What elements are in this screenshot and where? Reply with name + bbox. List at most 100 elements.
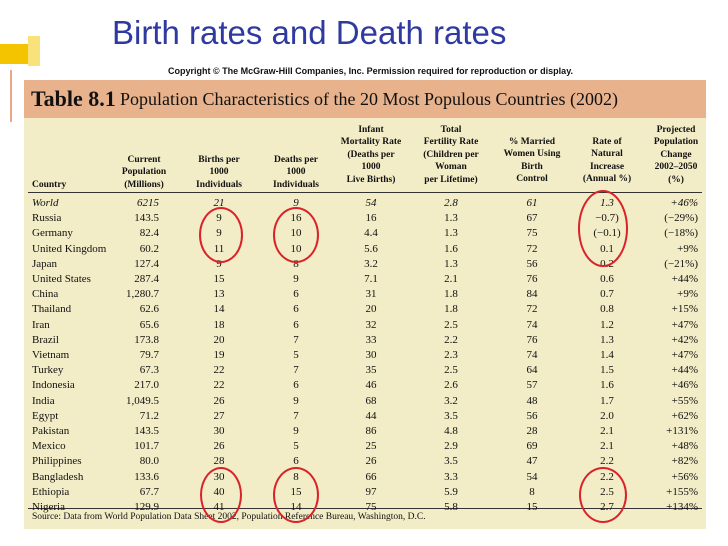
cell-infant-mortality: 54 <box>365 197 377 209</box>
population-table: Table 8.1 Population Characteristics of … <box>24 80 706 529</box>
cell-birth-control: 57 <box>526 379 538 392</box>
cell-country: Nigeria <box>32 501 65 513</box>
cell-infant-mortality: 3.2 <box>364 257 378 270</box>
highlight-ring-increase-low <box>578 190 628 267</box>
cell-infant-mortality: 66 <box>365 470 377 483</box>
cell-births: 22 <box>213 364 225 377</box>
cell-population: 217.0 <box>134 379 159 392</box>
cell-deaths: 9 <box>293 394 299 407</box>
cell-projected-change: +15% <box>671 303 698 316</box>
cell-birth-control: 75 <box>526 227 538 240</box>
cell-country: United States <box>32 273 91 285</box>
cell-country: India <box>32 394 55 407</box>
cell-birth-control: 54 <box>526 470 538 483</box>
cell-births: 9 <box>216 257 222 270</box>
cell-infant-mortality: 97 <box>365 485 377 498</box>
cell-fertility: 3.2 <box>444 394 458 407</box>
cell-birth-control: 69 <box>526 440 538 453</box>
cell-natural-increase: 1.2 <box>600 318 614 331</box>
column-header-country: Country <box>32 180 67 190</box>
cell-natural-increase: 2.2 <box>600 455 614 468</box>
cell-natural-increase: 1.5 <box>600 364 614 377</box>
cell-fertility: 2.5 <box>444 364 458 377</box>
cell-country: Indonesia <box>32 379 75 392</box>
cell-population: 143.5 <box>134 212 159 225</box>
table-number: Table 8.1 <box>31 86 116 111</box>
cell-fertility: 2.3 <box>444 349 458 361</box>
cell-infant-mortality: 75 <box>365 501 377 513</box>
header-divider <box>28 192 702 193</box>
cell-birth-control: 64 <box>526 364 538 377</box>
cell-projected-change: +44% <box>671 273 698 285</box>
cell-projected-change: (−29%) <box>664 212 698 225</box>
table-row: Russia 143.5 9 16 16 1.3 67 −0.7) (−29%) <box>24 212 706 228</box>
cell-natural-increase: 1.7 <box>600 394 614 407</box>
cell-population: 67.7 <box>139 485 159 498</box>
cell-birth-control: 56 <box>526 257 538 270</box>
cell-natural-increase: 1.6 <box>600 379 614 392</box>
cell-population: 129.9 <box>134 501 159 513</box>
cell-country: Mexico <box>32 440 66 453</box>
cell-population: 80.0 <box>139 455 159 468</box>
cell-country: Japan <box>32 257 58 270</box>
cell-fertility: 2.5 <box>444 318 458 331</box>
cell-natural-increase: 0.8 <box>600 303 614 316</box>
cell-country: China <box>32 288 59 301</box>
cell-projected-change: +62% <box>671 409 698 422</box>
column-header-population: Current Population (Millions) <box>121 155 167 190</box>
cell-population: 173.8 <box>134 333 159 346</box>
cell-deaths: 7 <box>293 333 299 346</box>
table-row: Iran 65.6 18 6 32 2.5 74 1.2 +47% <box>24 319 706 335</box>
cell-infant-mortality: 5.6 <box>364 242 378 255</box>
cell-fertility: 1.3 <box>444 227 458 240</box>
cell-birth-control: 8 <box>529 485 535 498</box>
cell-birth-control: 56 <box>526 409 538 422</box>
table-row: Egypt 71.2 27 7 44 3.5 56 2.0 +62% <box>24 410 706 426</box>
cell-country: Ethiopia <box>32 485 70 498</box>
cell-natural-increase: 1.4 <box>600 349 614 361</box>
cell-fertility: 1.6 <box>444 242 458 255</box>
column-header-projected-change: Projected Population Change 2002–2050 (%… <box>653 125 699 185</box>
cell-infant-mortality: 4.4 <box>364 227 378 240</box>
cell-population: 71.2 <box>139 409 159 422</box>
copyright-notice: Copyright © The McGraw-Hill Companies, I… <box>168 66 574 76</box>
cell-population: 287.4 <box>134 273 159 285</box>
table-row: India 1,049.5 26 9 68 3.2 48 1.7 +55% <box>24 395 706 411</box>
cell-deaths: 9 <box>293 197 299 209</box>
cell-population: 127.4 <box>134 257 159 270</box>
cell-birth-control: 72 <box>526 303 538 316</box>
cell-infant-mortality: 68 <box>365 394 377 407</box>
highlight-ring-deaths-low <box>273 207 319 263</box>
cell-infant-mortality: 26 <box>365 455 377 468</box>
cell-projected-change: (−21%) <box>664 257 698 270</box>
cell-fertility: 2.1 <box>444 273 458 285</box>
cell-natural-increase: 0.6 <box>600 273 614 285</box>
cell-country: World <box>32 197 59 209</box>
column-header-births: Births per 1000 Individuals <box>196 155 242 190</box>
cell-country: Egypt <box>32 409 59 422</box>
cell-natural-increase: 1.3 <box>600 333 614 346</box>
highlight-ring-births-low <box>199 207 243 263</box>
cell-population: 82.4 <box>139 227 159 240</box>
table-row: Turkey 67.3 22 7 35 2.5 64 1.5 +44% <box>24 364 706 380</box>
cell-population: 1,049.5 <box>126 394 159 407</box>
cell-fertility: 3.5 <box>444 409 458 422</box>
cell-deaths: 6 <box>293 379 299 392</box>
cell-projected-change: +46% <box>671 379 698 392</box>
cell-fertility: 4.8 <box>444 425 458 437</box>
cell-infant-mortality: 25 <box>365 440 377 453</box>
cell-infant-mortality: 86 <box>365 425 377 437</box>
cell-birth-control: 67 <box>526 212 538 225</box>
cell-population: 60.2 <box>139 242 159 255</box>
cell-fertility: 2.9 <box>444 440 458 453</box>
table-row: Indonesia 217.0 22 6 46 2.6 57 1.6 +46% <box>24 379 706 395</box>
cell-country: Bangladesh <box>32 470 84 483</box>
cell-birth-control: 47 <box>526 455 538 468</box>
cell-population: 133.6 <box>134 470 159 483</box>
cell-projected-change: +9% <box>677 288 698 301</box>
cell-projected-change: +47% <box>671 318 698 331</box>
cell-birth-control: 84 <box>526 288 538 301</box>
cell-country: Turkey <box>32 364 64 377</box>
cell-projected-change: (−18%) <box>664 227 698 240</box>
cell-projected-change: +82% <box>671 455 698 468</box>
